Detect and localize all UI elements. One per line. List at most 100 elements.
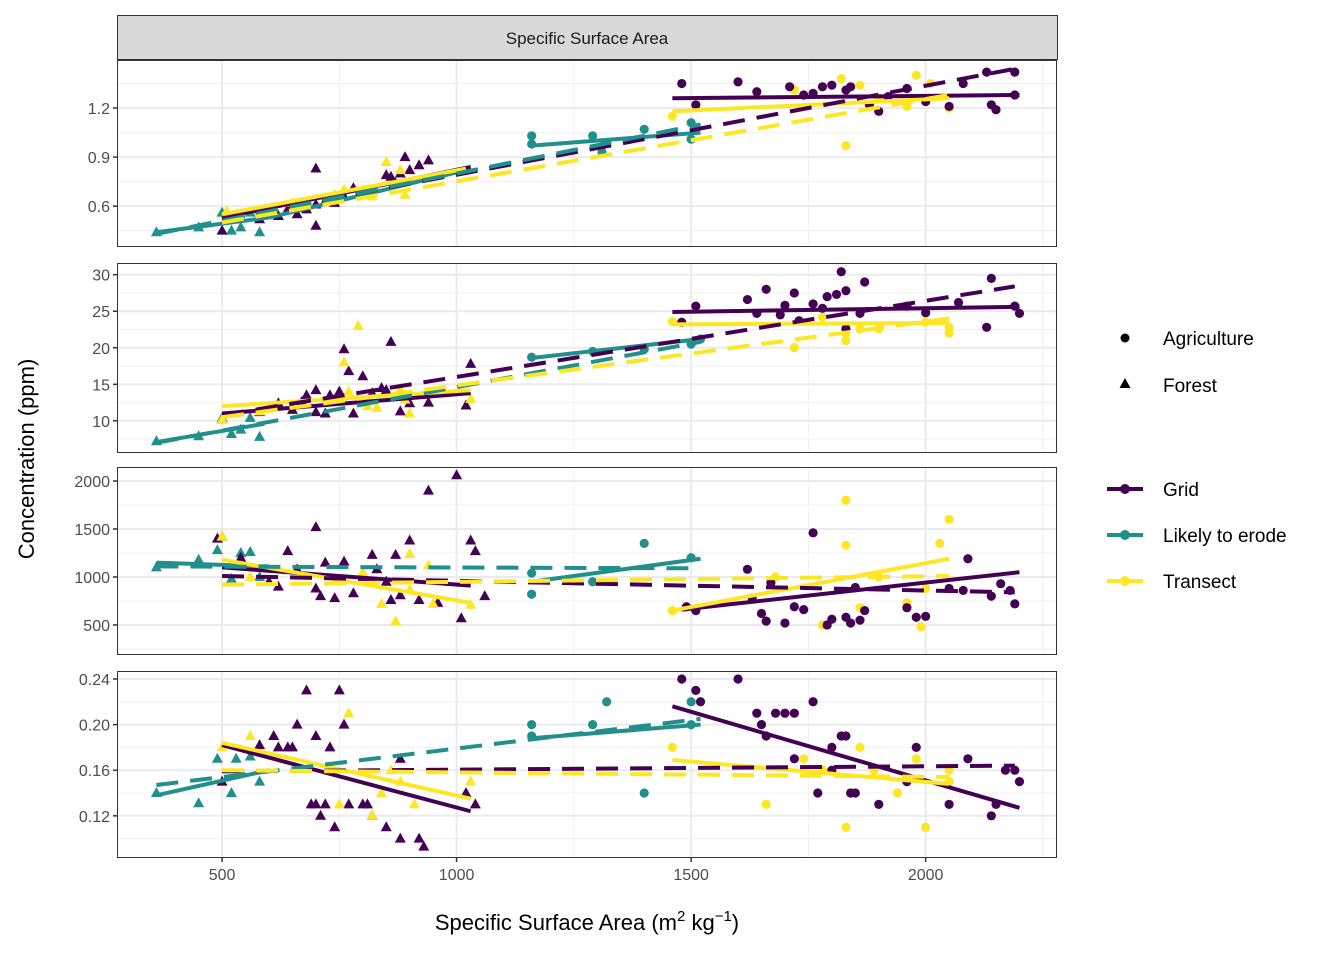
point-grid-agriculture: [911, 612, 921, 622]
y-tick-label: 0.20: [79, 718, 110, 735]
point-grid-forest: [460, 399, 472, 410]
y-axis-title: Concentration (ppm): [14, 359, 39, 560]
fit-line-grid-dashed: [222, 763, 1015, 774]
point-grid-agriculture: [766, 578, 776, 588]
legend-label-grid: Grid: [1163, 480, 1199, 501]
point-grid-agriculture: [986, 273, 996, 283]
point-grid-agriculture: [770, 708, 781, 718]
point-grid-agriculture: [860, 605, 870, 616]
point-transect-agriculture: [892, 788, 903, 798]
point-grid-forest: [380, 384, 392, 395]
point-transect-agriculture: [935, 538, 945, 548]
point-grid-agriculture: [677, 78, 687, 89]
fit-line-transect-solid: [221, 740, 472, 801]
legend-dot-grid: [1120, 484, 1130, 494]
fit-line-likely-to-erode-solid: [155, 768, 270, 798]
point-grid-forest: [291, 208, 303, 219]
point-grid-agriculture: [789, 754, 799, 764]
point-transect-forest: [394, 164, 406, 175]
point-grid-agriculture: [780, 618, 790, 628]
point-grid-agriculture: [986, 591, 996, 601]
point-grid-agriculture: [752, 708, 762, 718]
point-likely-to-erode-agriculture: [588, 577, 598, 587]
point-transect-agriculture: [855, 742, 865, 752]
panel-background: [117, 467, 1057, 655]
point-grid-forest: [418, 840, 430, 851]
point-grid-forest: [469, 798, 481, 809]
fit-line-transect-solid: [672, 556, 950, 613]
y-tick-label: 30: [92, 268, 110, 285]
fit-line-transect-solid: [672, 96, 950, 114]
point-grid-forest: [310, 162, 322, 173]
point-grid-forest: [282, 545, 294, 556]
x-tick-label: 1000: [439, 867, 475, 884]
point-grid-forest: [310, 521, 322, 532]
point-transect-forest: [357, 566, 369, 577]
point-grid-agriculture: [1010, 67, 1020, 77]
point-grid-forest: [399, 151, 411, 162]
point-transect-forest: [408, 798, 420, 809]
point-grid-agriculture: [785, 82, 795, 92]
point-grid-forest: [385, 335, 397, 346]
point-transect-forest: [352, 319, 364, 330]
point-grid-forest: [333, 385, 345, 396]
point-grid-agriculture: [752, 87, 762, 97]
fit-line-transect-dashed: [221, 316, 950, 420]
point-transect-agriculture: [789, 343, 799, 353]
point-grid-agriculture: [1010, 765, 1020, 775]
point-grid-agriculture: [691, 685, 701, 695]
point-grid-forest: [469, 545, 481, 556]
point-likely-to-erode-agriculture: [639, 788, 649, 798]
point-likely-to-erode-agriculture: [639, 538, 649, 548]
point-grid-forest: [338, 718, 350, 729]
point-transect-agriculture: [911, 70, 921, 80]
point-likely-to-erode-forest: [230, 752, 242, 763]
point-likely-to-erode-forest: [244, 750, 256, 761]
point-grid-agriculture: [846, 82, 856, 92]
fit-line-likely-to-erode-solid: [531, 556, 701, 584]
point-grid-agriculture: [756, 719, 767, 730]
point-grid-agriculture: [695, 697, 706, 707]
fit-line-likely-to-erode-dashed: [156, 122, 701, 236]
point-grid-agriculture: [996, 579, 1006, 589]
point-grid-agriculture: [808, 528, 818, 538]
point-grid-agriculture: [808, 299, 818, 309]
point-transect-forest: [427, 597, 439, 608]
point-grid-agriculture: [944, 101, 954, 112]
point-grid-forest: [347, 587, 359, 598]
point-grid-agriculture: [855, 615, 865, 625]
point-grid-forest: [315, 809, 327, 820]
point-grid-forest: [422, 484, 434, 495]
y-tick-label: 0.9: [88, 150, 110, 167]
point-grid-agriculture: [822, 292, 832, 302]
legend-label-likely-to-erode: Likely to erode: [1163, 526, 1287, 547]
x-axis-title-end: ): [732, 910, 739, 935]
fit-line-grid-solid: [221, 743, 472, 814]
point-grid-forest: [366, 548, 378, 559]
point-grid-agriculture: [953, 297, 964, 308]
point-transect-forest: [333, 798, 345, 809]
panel-1: 0.6 0.9 1.2: [88, 60, 1057, 247]
point-transect-forest: [399, 188, 411, 199]
point-transect-forest: [404, 407, 416, 418]
point-transect-forest: [343, 707, 355, 718]
legend-dot-transect: [1120, 576, 1130, 586]
panel-2: 10 15 20 25 30: [92, 263, 1057, 453]
y-tick-label: 0.16: [79, 763, 110, 780]
point-grid-agriculture: [958, 585, 968, 596]
point-grid-agriculture: [841, 286, 851, 296]
point-grid-forest: [319, 798, 331, 809]
fit-line-transect-dashed: [222, 574, 950, 587]
point-grid-agriculture: [775, 310, 785, 320]
point-grid-forest: [272, 741, 284, 752]
point-grid-forest: [319, 556, 331, 567]
x-axis-title-sup1: 2: [677, 908, 685, 925]
point-likely-to-erode-forest: [235, 221, 247, 232]
point-likely-to-erode-agriculture: [527, 719, 537, 730]
legend-shape: Agriculture Forest: [1119, 329, 1254, 397]
fit-line-likely-to-erode-dashed: [156, 716, 701, 788]
fit-line-likely-to-erode-dashed: [156, 564, 701, 571]
point-transect-forest: [244, 570, 256, 581]
point-grid-agriculture: [991, 105, 1001, 115]
point-transect-agriculture: [944, 328, 954, 338]
